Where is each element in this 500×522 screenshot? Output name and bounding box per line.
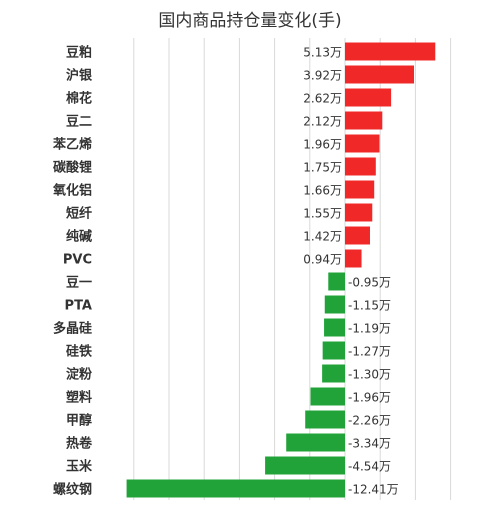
bar: [305, 410, 345, 429]
data-label: 2.62万: [303, 92, 342, 106]
bar: [345, 88, 392, 107]
bar: [310, 387, 345, 406]
category-label: 热卷: [66, 436, 93, 452]
bar: [322, 364, 345, 383]
data-label: 1.55万: [303, 207, 342, 221]
data-label: -1.19万: [348, 322, 391, 336]
bars: [126, 42, 436, 498]
category-label: 碳酸锂: [53, 160, 92, 176]
bar: [345, 226, 370, 245]
data-label: -1.30万: [348, 368, 391, 382]
category-label: 玉米: [66, 459, 93, 475]
bar: [345, 42, 436, 61]
bar: [345, 65, 414, 84]
bar: [322, 341, 345, 360]
bar: [345, 157, 376, 176]
category-label: PTA: [65, 299, 92, 314]
bar: [345, 249, 362, 268]
category-label: 塑料: [66, 390, 92, 406]
bar: [324, 295, 345, 314]
data-label: 1.66万: [303, 184, 342, 198]
category-label: 甲醇: [66, 413, 92, 429]
data-label: 1.42万: [303, 230, 342, 244]
data-label: -1.96万: [348, 391, 391, 405]
bar: [286, 433, 345, 452]
bar: [345, 180, 375, 199]
category-label: PVC: [63, 253, 92, 268]
category-label: 豆二: [66, 115, 92, 130]
category-label: 纯碱: [66, 229, 92, 245]
bar: [324, 318, 345, 337]
category-label: 硅铁: [66, 344, 92, 360]
data-label: 5.13万: [303, 46, 342, 60]
data-label: -4.54万: [348, 460, 391, 474]
data-label: -0.95万: [348, 276, 391, 290]
category-label: 氧化铝: [52, 183, 92, 199]
data-label: -12.41万: [348, 483, 399, 497]
category-label: 苯乙烯: [52, 137, 92, 153]
bar: [345, 134, 380, 153]
category-label: 棉花: [66, 91, 92, 107]
chart-title: 国内商品持仓量变化(手): [158, 11, 342, 31]
grid-lines: [133, 38, 452, 500]
data-label: 1.96万: [303, 138, 342, 152]
category-label: 淀粉: [66, 367, 92, 383]
data-label: 1.75万: [303, 161, 342, 175]
category-label: 螺纹钢: [53, 482, 92, 498]
data-label: -1.15万: [348, 299, 391, 313]
category-label: 多晶硅: [53, 321, 92, 337]
category-label: 短纤: [66, 206, 92, 222]
data-label: -2.26万: [348, 414, 391, 428]
bar: [345, 111, 383, 130]
bar: [265, 456, 345, 475]
category-label: 沪银: [66, 68, 93, 84]
data-label: 2.12万: [303, 115, 342, 129]
category-label: 豆粕: [66, 45, 92, 61]
data-label: -1.27万: [348, 345, 391, 359]
category-label: 豆一: [66, 276, 92, 291]
bar: [328, 272, 345, 291]
bar: [126, 479, 345, 498]
data-label: -3.34万: [348, 437, 391, 451]
bar: [345, 203, 373, 222]
data-label: 3.92万: [303, 69, 342, 83]
data-label: 0.94万: [303, 253, 342, 267]
